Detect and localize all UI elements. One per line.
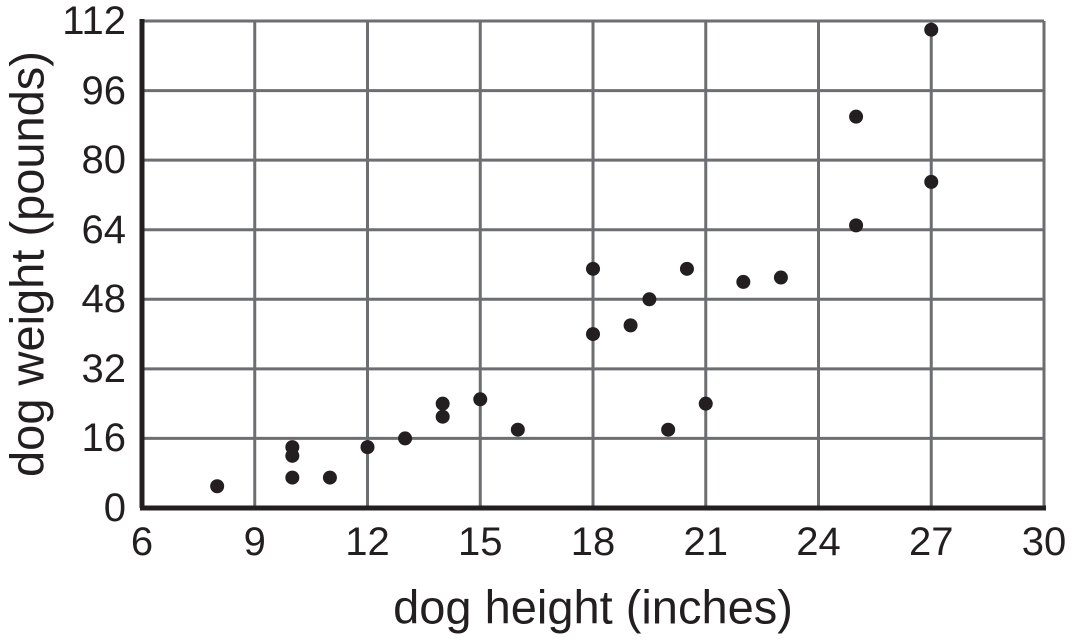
- data-point: [924, 174, 939, 189]
- x-tick-label: 27: [909, 520, 954, 564]
- data-point: [285, 470, 300, 485]
- y-axis-title: dog weight (pounds): [0, 51, 54, 477]
- data-points: [210, 22, 939, 494]
- data-point: [623, 318, 638, 333]
- data-point: [698, 396, 713, 411]
- y-tick-label: 48: [81, 277, 127, 322]
- data-point: [586, 261, 600, 276]
- x-tick-label: 6: [130, 520, 154, 564]
- data-point: [510, 422, 525, 437]
- x-tick-label: 24: [796, 520, 841, 564]
- y-tick-label: 64: [81, 207, 127, 252]
- y-tick-label: 112: [62, 0, 126, 43]
- data-point: [679, 261, 694, 276]
- data-point: [924, 22, 939, 37]
- y-tick-label: 80: [81, 138, 127, 183]
- data-point: [473, 392, 488, 407]
- data-point: [322, 470, 337, 485]
- y-tick-label: 96: [81, 68, 127, 113]
- data-point: [849, 218, 864, 233]
- y-tick-label: 16: [81, 416, 127, 461]
- x-tick-label: 30: [1021, 520, 1067, 564]
- x-tick-label: 21: [683, 520, 729, 564]
- data-point: [360, 440, 375, 455]
- data-point: [661, 422, 676, 437]
- x-tick-label: 12: [345, 520, 390, 564]
- data-point: [398, 431, 413, 446]
- x-tick-label: 15: [458, 520, 503, 564]
- y-tick-label: 0: [103, 486, 126, 530]
- x-tick-label: 9: [243, 520, 266, 564]
- x-axis-title: dog height (inches): [393, 580, 793, 634]
- y-tick-label: 32: [81, 346, 127, 391]
- gridlines: [142, 19, 1046, 508]
- data-point: [210, 479, 225, 494]
- data-point: [285, 440, 300, 455]
- axes: [139, 19, 1046, 511]
- data-point: [435, 409, 450, 424]
- data-point: [849, 109, 864, 124]
- data-point: [736, 274, 751, 289]
- x-tick-label: 18: [570, 520, 616, 564]
- data-point: [586, 327, 600, 342]
- data-point: [435, 396, 450, 411]
- data-point: [642, 292, 657, 307]
- data-point: [773, 270, 788, 285]
